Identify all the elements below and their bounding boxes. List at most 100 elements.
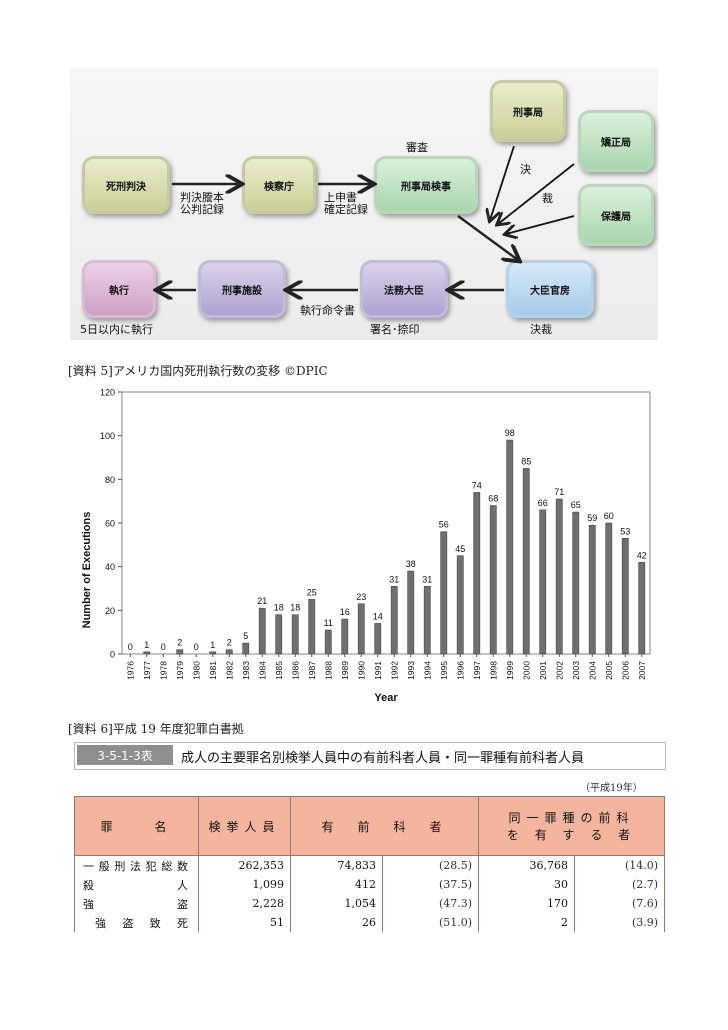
bar — [258, 607, 266, 655]
x-tick-label: 2007 — [637, 661, 647, 680]
row-same-pct: (3.9) — [574, 913, 666, 932]
label-judgment-transcript: 判決謄本 — [180, 191, 224, 204]
bar — [473, 492, 481, 655]
bar — [506, 439, 514, 655]
table-row: 殺 人 1,099 412 (37.5) 30 (2.7) — [74, 875, 666, 894]
bar-value-label: 1 — [144, 640, 149, 650]
bar — [621, 538, 629, 655]
y-tick-label: 40 — [105, 562, 115, 572]
label-decision-2: 裁 — [542, 192, 553, 205]
header-same-prior: 同一罪種の前科 を 有 す る 者 — [478, 796, 666, 856]
header-same-prior-line1: 同一罪種の前科 — [508, 811, 635, 825]
x-tick-label: 1978 — [158, 661, 168, 680]
bar-value-label: 11 — [324, 618, 333, 628]
row-crime-name: 強盗致死 — [74, 913, 199, 932]
bar-value-label: 23 — [356, 592, 366, 602]
bar — [275, 614, 283, 655]
bar — [572, 511, 580, 655]
x-tick-label: 1984 — [257, 661, 267, 680]
bar-value-label: 71 — [554, 487, 564, 497]
row-crime-name: 一般刑法犯総数 — [74, 855, 199, 875]
bar — [225, 649, 233, 655]
x-tick-label: 1988 — [323, 661, 333, 680]
x-tick-label: 1999 — [505, 661, 515, 680]
bar — [638, 562, 646, 655]
y-tick-label: 120 — [100, 388, 115, 398]
row-prior-pct: (37.5) — [381, 875, 480, 894]
row-same: 170 — [478, 894, 576, 913]
row-same-pct: (7.6) — [574, 894, 666, 913]
bar-value-label: 38 — [406, 559, 416, 569]
label-within-five-days: 5日以内に執行 — [80, 323, 153, 336]
x-tick-label: 1998 — [488, 661, 498, 680]
label-decision-1: 決 — [520, 163, 531, 176]
x-tick-label: 2002 — [554, 661, 564, 680]
x-tick-label: 1985 — [274, 661, 284, 680]
bar — [423, 586, 431, 655]
row-prior-pct: (28.5) — [381, 855, 480, 875]
y-tick-label: 80 — [105, 475, 115, 485]
bar-value-label: 85 — [521, 456, 531, 466]
bar — [357, 603, 365, 655]
row-crime-name: 強 盗 — [74, 894, 199, 913]
x-tick-label: 1987 — [307, 661, 317, 680]
node-rehabilitation-bureau: 保護局 — [578, 184, 654, 246]
bar — [341, 618, 349, 655]
table-year-note: （平成19年） — [580, 783, 643, 794]
table-id-badge: 3-5-1-3表 — [77, 745, 173, 765]
row-prior-pct: (51.0) — [381, 913, 480, 932]
bar-value-label: 56 — [439, 520, 449, 530]
x-tick-label: 1982 — [224, 661, 234, 680]
plot-frame — [121, 391, 651, 655]
x-tick-label: 2004 — [587, 661, 597, 680]
header-same-prior-line2: を 有 す る 者 — [506, 828, 637, 842]
bar — [291, 614, 299, 655]
x-tick-label: 1992 — [389, 661, 399, 680]
row-same: 30 — [478, 875, 576, 894]
x-tick-label: 1980 — [191, 661, 201, 680]
row-arrested: 1,099 — [198, 875, 291, 894]
table-row: 強盗致死 51 26 (51.0) 2 (3.9) — [74, 913, 666, 932]
bar — [555, 498, 563, 655]
y-tick-label: 20 — [105, 606, 115, 616]
x-tick-label: 1997 — [472, 661, 482, 680]
bar — [605, 522, 613, 655]
bar — [539, 509, 547, 655]
x-tick-label: 1991 — [373, 661, 383, 680]
prior-record-table: 罪 名 検挙人員 有 前 科 者 同一罪種の前科 を 有 す る 者 一般刑法犯… — [74, 796, 666, 932]
x-tick-label: 2006 — [620, 661, 630, 680]
bar — [588, 524, 596, 655]
bar-value-label: 0 — [161, 642, 166, 652]
table-title: 成人の主要罪名別検挙人員中の有前科者人員・同一罪種有前科者人員 — [181, 751, 585, 766]
caption-crime-white-paper: [資料 6]平成 19 年度犯罪白書拠 — [68, 722, 244, 736]
bar-value-label: 2 — [177, 638, 182, 648]
bar — [489, 505, 497, 655]
caption-us-executions: [資料 5]アメリカ国内死刑執行数の変移 ©DPIC — [68, 364, 328, 378]
bar-value-label: 42 — [637, 550, 647, 560]
bar — [209, 651, 217, 655]
bar-value-label: 0 — [128, 642, 133, 652]
bar-value-label: 66 — [538, 498, 548, 508]
row-same-pct: (14.0) — [574, 855, 666, 875]
bar-value-label: 65 — [571, 500, 581, 510]
x-tick-label: 2005 — [604, 661, 614, 680]
bar — [390, 586, 398, 655]
row-arrested: 262,353 — [198, 855, 291, 875]
bar — [374, 623, 382, 655]
bar-value-label: 14 — [373, 611, 383, 621]
bar-value-label: 18 — [290, 603, 300, 613]
x-tick-label: 1989 — [340, 661, 350, 680]
node-criminal-affairs-bureau: 刑事局 — [490, 80, 566, 142]
bar-value-label: 53 — [620, 526, 630, 536]
bar-value-label: 1 — [210, 640, 215, 650]
node-death-sentence: 死刑判決 — [82, 156, 170, 214]
bar — [143, 651, 151, 655]
x-tick-label: 1986 — [290, 661, 300, 680]
x-tick-label: 1994 — [422, 661, 432, 680]
bar — [308, 599, 316, 655]
bar-value-label: 2 — [227, 638, 232, 648]
execution-process-diagram: 死刑判決 検察庁 刑事局検事 刑事局 矯正局 保護局 大臣官房 法務大臣 刑事施… — [70, 68, 658, 340]
y-axis-label: Number of Executions — [81, 512, 93, 629]
x-tick-label: 1976 — [125, 661, 135, 680]
row-prior: 1,054 — [290, 894, 383, 913]
